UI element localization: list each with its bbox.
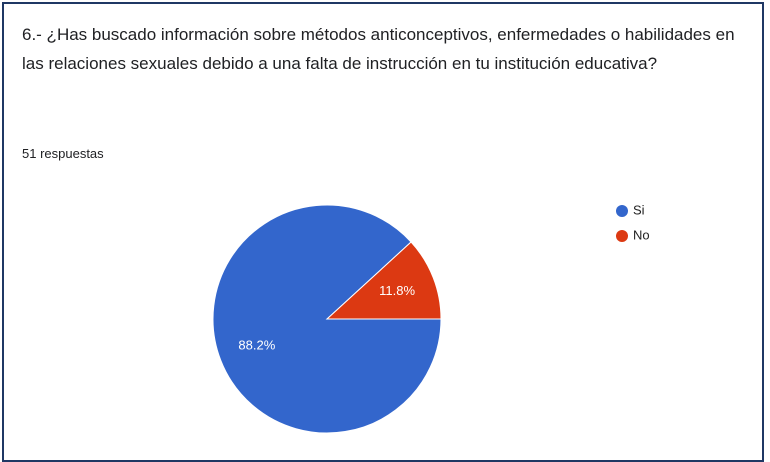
slice-label: 88.2% bbox=[238, 338, 275, 353]
legend-swatch bbox=[616, 205, 628, 217]
question-title: 6.- ¿Has buscado información sobre métod… bbox=[22, 25, 735, 73]
slice-label: 11.8% bbox=[379, 283, 415, 298]
legend-swatch bbox=[616, 230, 628, 242]
pie-slice bbox=[325, 241, 442, 320]
legend-label: No bbox=[633, 227, 650, 242]
response-count: 51 respuestas bbox=[22, 146, 104, 161]
chart: 88.2% 11.8% Si No bbox=[212, 202, 650, 434]
legend-label: Si bbox=[633, 202, 645, 217]
